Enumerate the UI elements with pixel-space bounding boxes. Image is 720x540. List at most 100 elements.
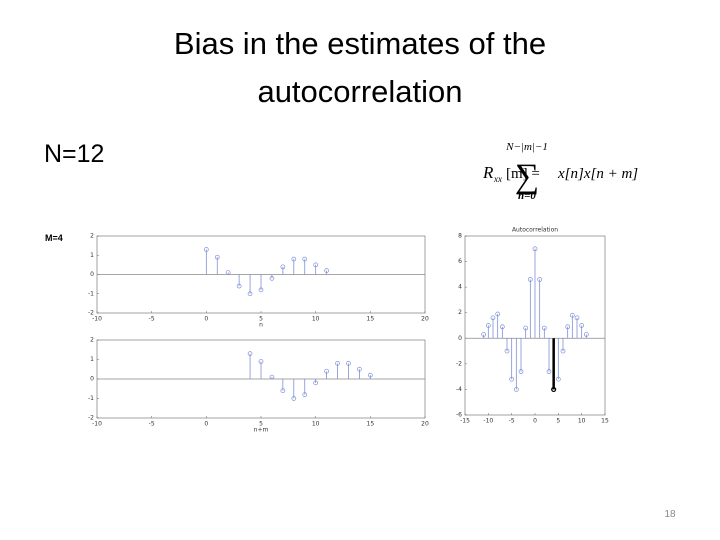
stem-marker [214,254,220,260]
x-tick-label: 10 [312,421,320,428]
y-tick-label: -4 [456,386,462,393]
y-tick-label: 0 [458,335,462,342]
y-tick-label: 2 [458,309,462,316]
x-tick-label: 15 [367,421,375,428]
x-tick-label: 15 [367,316,375,323]
x-axis-label: n [259,322,263,329]
formula-lhs-arg: [m] = [506,166,540,182]
stem-marker [541,325,547,331]
stem-marker [485,323,491,328]
stem-marker [302,392,308,397]
stem-marker [247,351,253,356]
stem-marker [280,388,286,394]
x-tick-label: 10 [312,316,320,323]
stem-marker [583,332,589,337]
x-tick-label: 5 [259,421,263,428]
formula: R xx [m] = N−|m|−1 ∑ n=0 x[n]x[n + m] [482,141,638,202]
stem-marker [335,361,340,366]
stem-marker [203,247,209,252]
stem-marker [291,256,297,262]
y-tick-label: -2 [88,415,94,422]
stem-marker [324,368,329,374]
x-tick-label: 5 [259,316,263,323]
x-tick-label: 20 [421,316,429,323]
stem-marker [324,268,329,273]
stem-marker [499,324,505,330]
stem-marker [225,270,231,275]
stem-marker [523,325,529,331]
x-tick-label: 5 [556,418,560,425]
x-tick-label: 0 [204,421,208,428]
sum-upper: N−|m|−1 [505,141,548,153]
stem-marker [527,277,533,282]
stem-marker [574,315,580,321]
stem-marker [518,369,524,374]
y-tick-label: 0 [90,271,94,278]
slide-title: autocorrelation [257,74,462,109]
panel-label: M=4 [45,233,63,243]
y-tick-label: 2 [90,337,94,344]
page-number: 18 [664,509,676,520]
y-tick-label: -2 [88,310,94,317]
stem-marker [560,348,566,354]
stem-marker [509,376,515,382]
y-tick-label: 0 [90,376,94,383]
y-tick-label: 1 [90,252,94,259]
sum-sign: ∑ [515,158,539,195]
sum-lower: n=0 [518,190,536,202]
stem-marker [481,332,487,337]
stem-marker [313,380,319,386]
stem-marker [280,264,286,270]
stem-marker [236,283,242,289]
stem-marker [551,386,557,393]
formula-lhs: R [482,163,494,182]
x-tick-label: -5 [149,421,155,428]
stem-marker [313,262,319,268]
x-tick-label: -10 [92,316,102,323]
stem-marker [537,277,543,282]
formula-rhs: x[n]x[n + m] [557,166,638,182]
y-tick-label: 2 [90,233,94,240]
y-tick-label: 6 [458,258,462,265]
stem-marker [490,315,496,321]
y-tick-label: 4 [458,284,462,291]
stem-marker [532,246,538,252]
stem-marker [357,366,362,372]
x-tick-label: -5 [509,418,515,425]
x-tick-label: 10 [578,418,586,425]
x-tick-label: -10 [92,421,102,428]
x-tick-label: -15 [460,418,470,425]
stem-marker [258,287,264,293]
stem-marker [569,312,575,318]
stem-marker [579,323,585,328]
x-tick-label: -10 [483,418,493,425]
stem-marker [346,361,351,366]
x-tick-label: 0 [533,418,537,425]
stem-marker [367,372,373,378]
y-tick-label: -2 [456,360,462,367]
slide-title: Bias in the estimates of the [174,26,546,61]
stem-marker [291,396,297,401]
stem-marker [565,324,571,330]
stem-marker [495,311,501,317]
x-tick-label: 0 [204,316,208,323]
x-tick-label: 15 [601,418,609,425]
stem-marker [269,276,275,281]
y-tick-label: 1 [90,356,94,363]
x-axis-label: n+m [254,427,269,434]
stem-marker [258,359,264,364]
chart-title: Autocorrelation [512,227,558,234]
stem-marker [269,374,275,380]
y-tick-label: -1 [88,290,94,297]
stem-marker [247,291,253,297]
y-tick-label: -6 [456,412,462,419]
y-tick-label: 8 [458,233,462,240]
y-tick-label: -1 [88,395,94,402]
stem-marker [555,376,561,382]
x-tick-label: -5 [149,316,155,323]
stem-marker [513,387,519,392]
stem-marker [504,348,510,354]
subtitle: N=12 [44,140,104,168]
formula-lhs-sub: xx [493,174,502,184]
